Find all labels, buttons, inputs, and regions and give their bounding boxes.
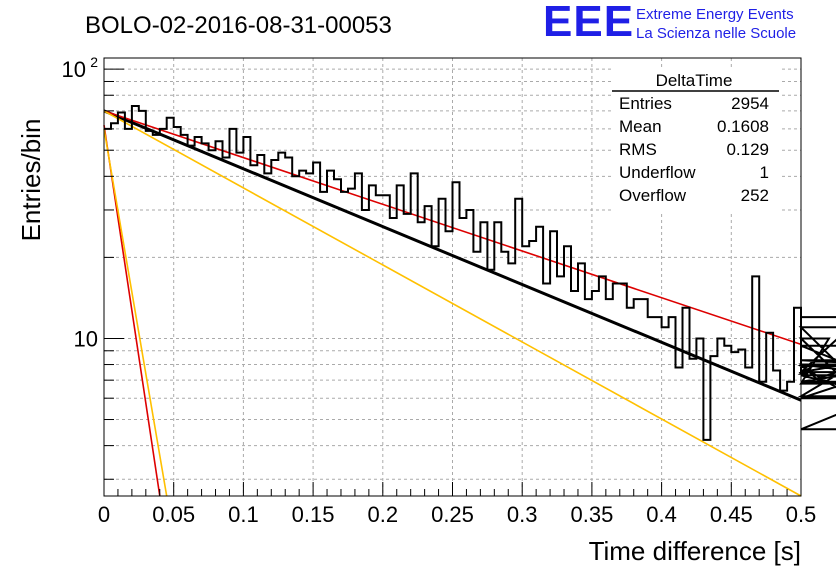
x-tick-label: 0.3 [507, 502, 538, 527]
stats-label: Entries [619, 94, 672, 113]
x-tick-label: 0.5 [786, 502, 817, 527]
fit-line [103, 128, 168, 497]
eee-logo-mark: EEE [543, 0, 635, 46]
y-axis-label: Entries/bin [16, 119, 46, 242]
stats-value: 1 [760, 163, 769, 182]
stats-value: 2954 [731, 94, 769, 113]
histogram-outline [104, 105, 836, 441]
y-tick-exponent: 2 [90, 54, 98, 70]
stats-label: Mean [619, 117, 662, 136]
eee-logo: EEE Extreme Energy Events La Scienza nel… [543, 0, 833, 48]
chart-title: BOLO-02-2016-08-31-00053 [85, 12, 392, 39]
stats-value: 0.1608 [717, 117, 769, 136]
x-tick-label: 0.35 [570, 502, 613, 527]
x-tick-label: 0.25 [431, 502, 474, 527]
stats-label: Underflow [619, 163, 696, 182]
x-axis-label: Time difference [s] [589, 536, 801, 566]
x-tick-label: 0.45 [710, 502, 753, 527]
stats-value: 252 [741, 186, 769, 205]
fit-line [103, 109, 802, 402]
y-tick-label: 10 [62, 57, 86, 82]
stats-box: DeltaTime Entries 2954 Mean 0.1608 RMS 0.129 U… [612, 68, 782, 214]
x-tick-label: 0.1 [228, 502, 259, 527]
stats-box-background [612, 68, 782, 214]
logo-tagline-2: La Scienza nelle Scuole [636, 25, 797, 42]
y-tick-label: 10 [74, 326, 98, 351]
axis-ticks [103, 68, 802, 496]
x-tick-label: 0.15 [292, 502, 335, 527]
x-tick-label: 0 [98, 502, 110, 527]
x-tick-label: 0.05 [152, 502, 195, 527]
stats-title: DeltaTime [656, 71, 733, 90]
x-tick-label: 0.4 [646, 502, 677, 527]
fit-line [103, 110, 802, 497]
x-tick-label: 0.2 [368, 502, 399, 527]
x-tick-labels: 0 0.05 0.1 0.15 0.2 0.25 0.3 0.35 0.4 0.45 0.5 [98, 502, 816, 527]
histogram [104, 105, 836, 441]
stats-label: Overflow [619, 186, 687, 205]
logo-tagline-1: Extreme Energy Events [636, 6, 794, 23]
stats-label: RMS [619, 140, 657, 159]
stats-value: 0.129 [726, 140, 769, 159]
